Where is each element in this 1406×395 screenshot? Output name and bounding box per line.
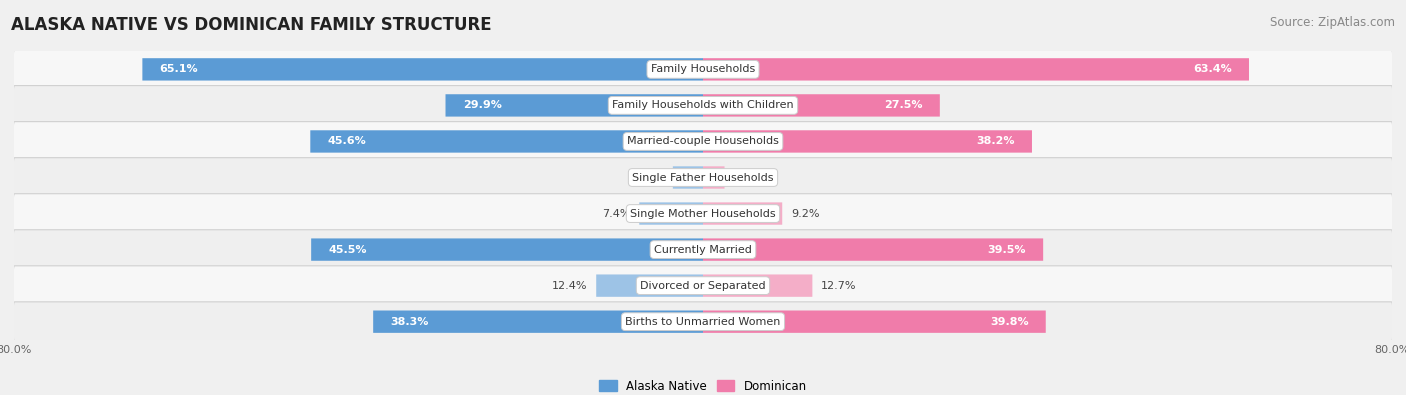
FancyBboxPatch shape: [311, 130, 703, 152]
Text: 45.5%: 45.5%: [329, 245, 367, 255]
FancyBboxPatch shape: [14, 158, 1392, 198]
FancyBboxPatch shape: [703, 130, 1032, 152]
FancyBboxPatch shape: [703, 202, 782, 225]
FancyBboxPatch shape: [14, 230, 1392, 269]
Text: 45.6%: 45.6%: [328, 136, 367, 147]
Text: 63.4%: 63.4%: [1194, 64, 1232, 74]
FancyBboxPatch shape: [14, 266, 1392, 305]
Text: 38.2%: 38.2%: [976, 136, 1015, 147]
FancyBboxPatch shape: [703, 58, 1249, 81]
Text: 29.9%: 29.9%: [463, 100, 502, 111]
FancyBboxPatch shape: [703, 94, 939, 117]
Text: 2.5%: 2.5%: [733, 173, 762, 182]
FancyBboxPatch shape: [14, 302, 1392, 342]
FancyBboxPatch shape: [14, 86, 1392, 125]
Text: Divorced or Separated: Divorced or Separated: [640, 280, 766, 291]
FancyBboxPatch shape: [703, 275, 813, 297]
Text: Single Mother Households: Single Mother Households: [630, 209, 776, 218]
FancyBboxPatch shape: [703, 310, 1046, 333]
Text: 3.5%: 3.5%: [636, 173, 664, 182]
FancyBboxPatch shape: [373, 310, 703, 333]
FancyBboxPatch shape: [446, 94, 703, 117]
FancyBboxPatch shape: [14, 194, 1392, 233]
Text: 12.7%: 12.7%: [821, 280, 856, 291]
Text: 39.8%: 39.8%: [990, 317, 1029, 327]
Text: Family Households with Children: Family Households with Children: [612, 100, 794, 111]
FancyBboxPatch shape: [311, 239, 703, 261]
Text: Births to Unmarried Women: Births to Unmarried Women: [626, 317, 780, 327]
FancyBboxPatch shape: [596, 275, 703, 297]
Legend: Alaska Native, Dominican: Alaska Native, Dominican: [595, 375, 811, 395]
FancyBboxPatch shape: [673, 166, 703, 189]
FancyBboxPatch shape: [142, 58, 703, 81]
Text: Married-couple Households: Married-couple Households: [627, 136, 779, 147]
FancyBboxPatch shape: [703, 239, 1043, 261]
Text: 7.4%: 7.4%: [602, 209, 631, 218]
Text: 27.5%: 27.5%: [884, 100, 922, 111]
Text: Currently Married: Currently Married: [654, 245, 752, 255]
FancyBboxPatch shape: [14, 49, 1392, 89]
Text: Family Households: Family Households: [651, 64, 755, 74]
Text: 38.3%: 38.3%: [391, 317, 429, 327]
Text: 12.4%: 12.4%: [553, 280, 588, 291]
Text: 39.5%: 39.5%: [987, 245, 1026, 255]
Text: Single Father Households: Single Father Households: [633, 173, 773, 182]
FancyBboxPatch shape: [14, 122, 1392, 161]
FancyBboxPatch shape: [703, 166, 724, 189]
Text: 9.2%: 9.2%: [790, 209, 820, 218]
Text: Source: ZipAtlas.com: Source: ZipAtlas.com: [1270, 16, 1395, 29]
FancyBboxPatch shape: [640, 202, 703, 225]
Text: 65.1%: 65.1%: [160, 64, 198, 74]
Text: ALASKA NATIVE VS DOMINICAN FAMILY STRUCTURE: ALASKA NATIVE VS DOMINICAN FAMILY STRUCT…: [11, 16, 492, 34]
